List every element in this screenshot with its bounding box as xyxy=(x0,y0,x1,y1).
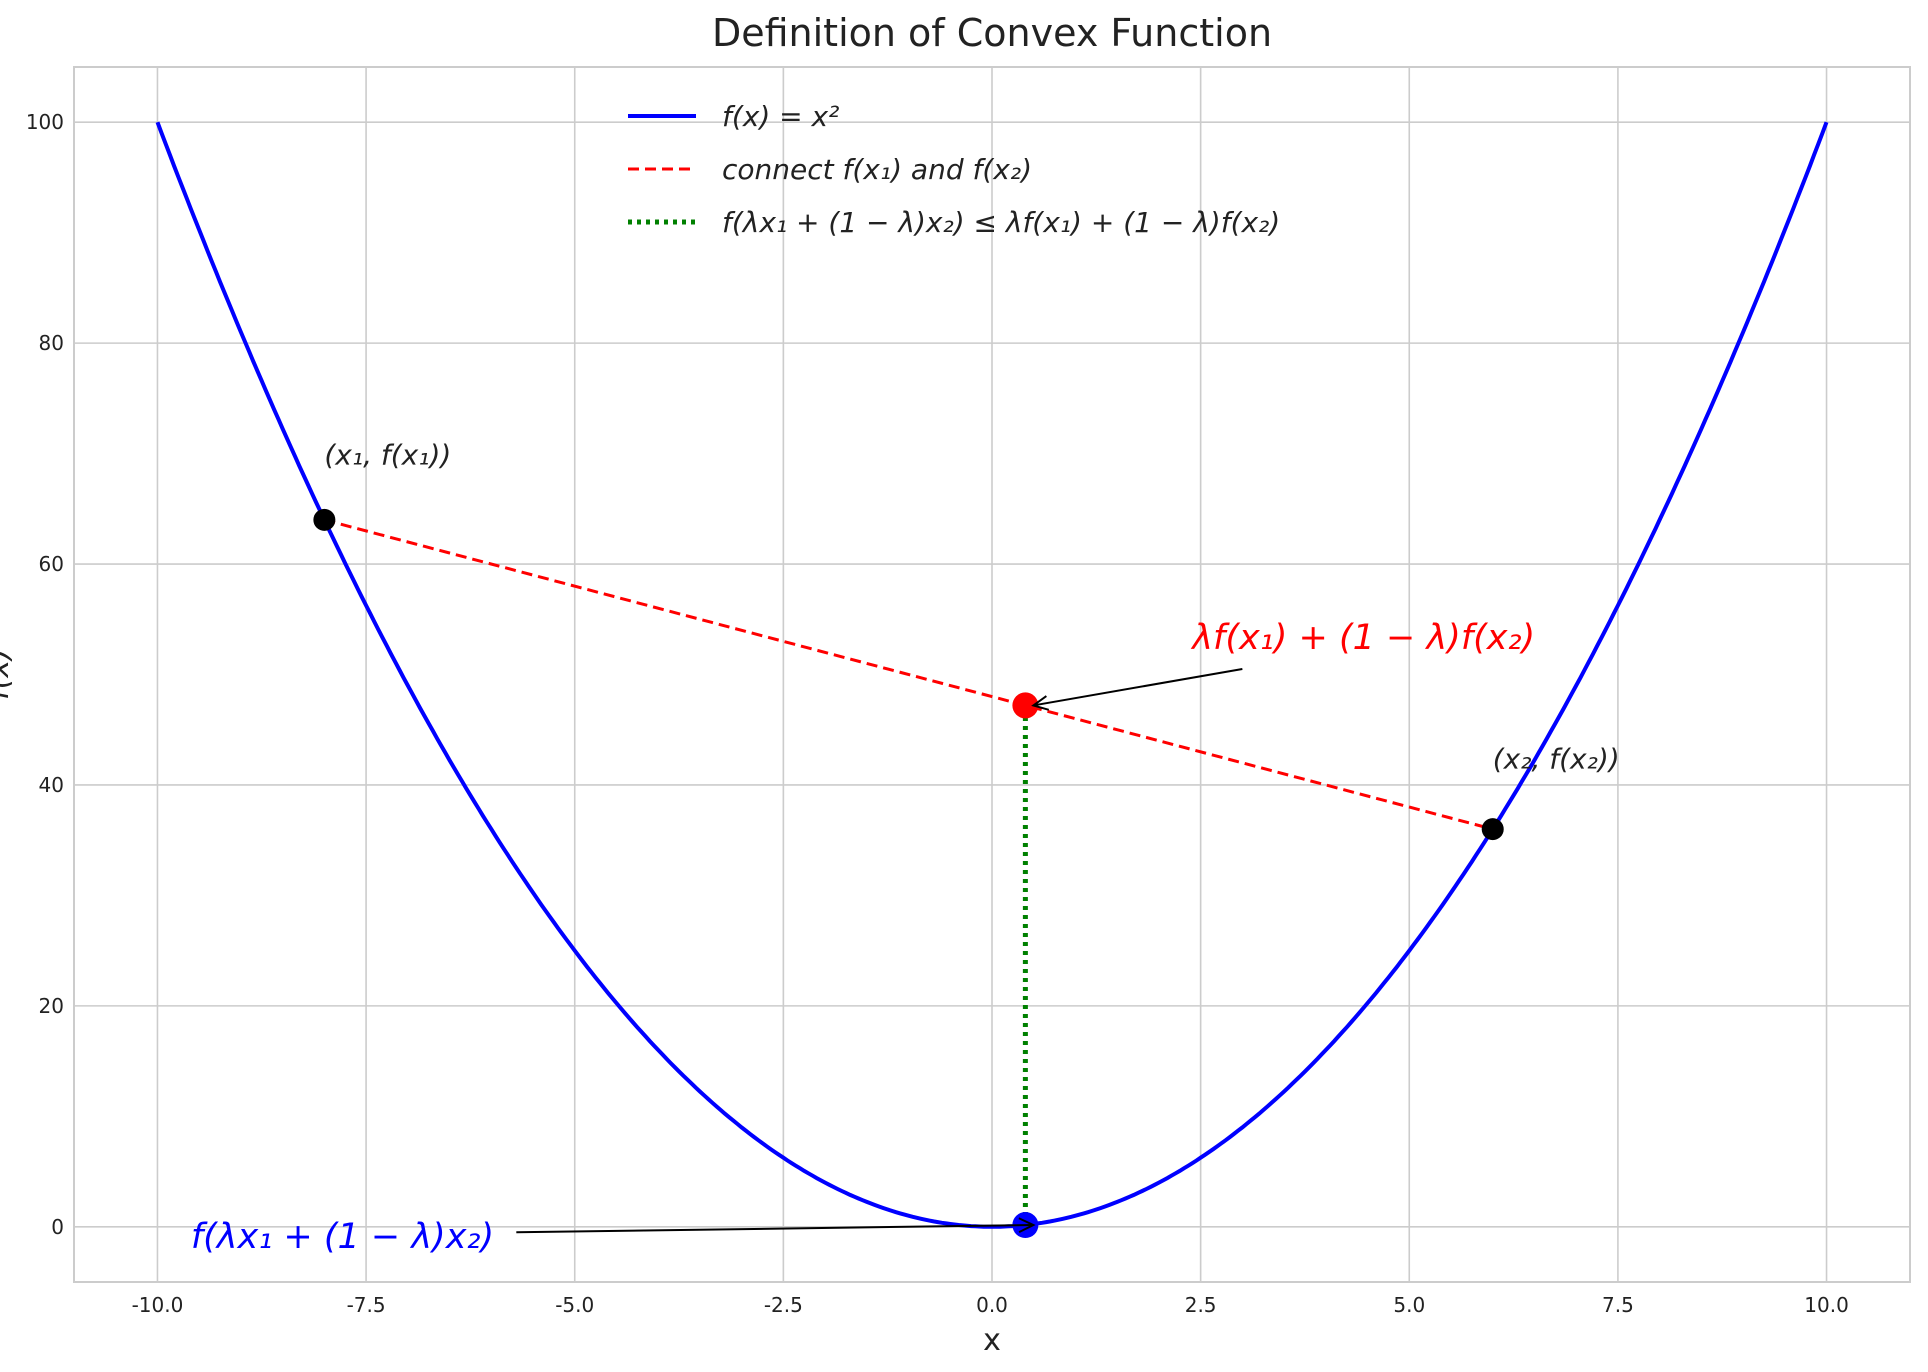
y-tick-label: 40 xyxy=(39,773,64,797)
legend-label: f(λx₁ + (1 − λ)x₂) ≤ λf(x₁) + (1 − λ)f(x… xyxy=(722,206,1280,239)
y-tick-label: 100 xyxy=(26,110,64,134)
y-tick-label: 0 xyxy=(51,1215,64,1239)
legend: f(x) = x² connect f(x₁) and f(x₂) f(λx₁ + … xyxy=(628,100,1280,239)
marks: (x₁, f(x₁)) (x₂, f(x₂)) λf(x₁) + (1 − λ)f(… xyxy=(155,121,1829,1257)
series-line xyxy=(323,518,1494,831)
y-tick-label: 80 xyxy=(39,331,64,355)
arrow-head xyxy=(1018,1217,1036,1234)
arrow-head xyxy=(1031,695,1050,711)
y-tick-label: 60 xyxy=(39,552,64,576)
annotation-arrow xyxy=(1033,667,1243,707)
annotation-arrow xyxy=(516,1224,1034,1234)
x-tick-label: -10.0 xyxy=(132,1293,184,1317)
grid xyxy=(74,67,1910,1282)
x-tick-label: -2.5 xyxy=(764,1293,803,1317)
legend-label: f(x) = x² xyxy=(722,100,839,133)
x-tick-label: 5.0 xyxy=(1393,1293,1425,1317)
chart-title: Definition of Convex Function xyxy=(712,11,1272,55)
x-tick-label: 7.5 xyxy=(1602,1293,1634,1317)
data-point xyxy=(1481,818,1504,841)
x-axis-label: x xyxy=(983,1323,1001,1358)
annotation-label: λf(x₁) + (1 − λ)f(x₂) xyxy=(1190,618,1535,658)
x-tick-label: 10.0 xyxy=(1804,1293,1849,1317)
annotation-label: f(λx₁ + (1 − λ)x₂) xyxy=(191,1217,494,1257)
annotation-label: (x₂, f(x₂)) xyxy=(1493,742,1620,775)
y-tick-label: 20 xyxy=(39,994,64,1018)
data-point xyxy=(313,508,336,531)
annotation-label: (x₁, f(x₁)) xyxy=(324,439,451,472)
series-line xyxy=(155,121,1829,1229)
tick-labels: -10.0 -7.5 -5.0 -2.5 0.0 2.5 5.0 7.5 10.0 0 20 40 60… xyxy=(26,110,1849,1317)
plot-frame xyxy=(73,66,1911,1283)
x-tick-label: 0.0 xyxy=(976,1293,1008,1317)
x-tick-label: -7.5 xyxy=(347,1293,386,1317)
data-point xyxy=(1012,692,1039,719)
y-axis-label: f(x) xyxy=(0,648,16,700)
legend-label: connect f(x₁) and f(x₂) xyxy=(722,153,1032,186)
x-tick-label: -5.0 xyxy=(555,1293,594,1317)
x-tick-label: 2.5 xyxy=(1185,1293,1217,1317)
